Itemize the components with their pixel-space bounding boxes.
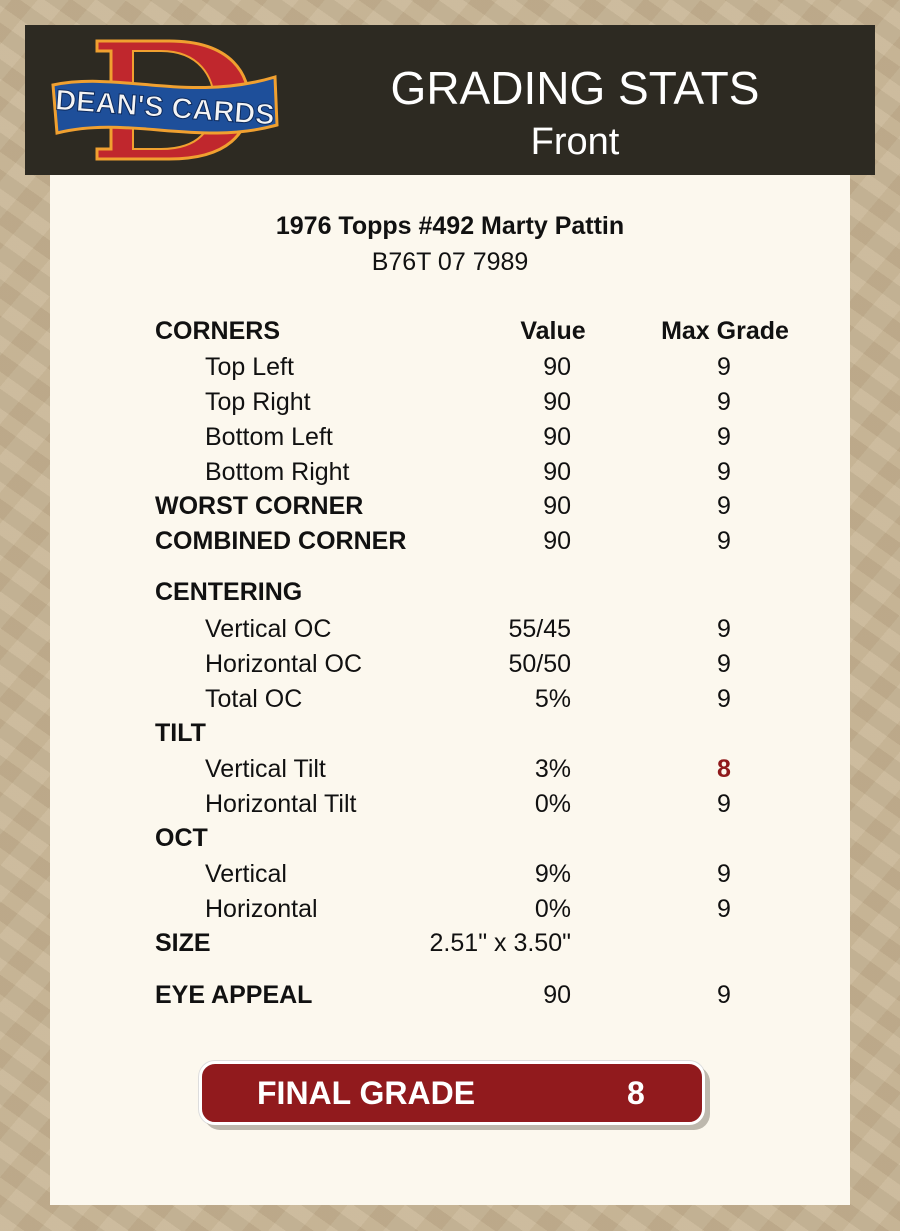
card-name: 1976 Topps #492 Marty Pattin [275,212,625,240]
stat-max-grade: 9 [717,685,731,713]
stat-row: Bottom Left 90 9 [0,420,900,455]
stat-label: Horizontal Tilt [205,790,357,818]
page-subtitle: Front [530,121,620,163]
stat-value: 0% [534,790,571,818]
stat-max-grade: 9 [717,423,731,451]
stat-row: COMBINED CORNER 90 9 [0,524,900,559]
column-max-grade: Max Grade [661,317,789,345]
stat-label: SIZE [155,929,211,957]
stat-max-grade: 9 [717,650,731,678]
stat-row: Vertical OC 55/45 9 [0,612,900,647]
stat-row: Top Left 90 9 [0,350,900,385]
stat-row: EYE APPEAL 90 9 [0,978,900,1013]
stat-label: Bottom Right [205,458,350,486]
stat-value: 90 [543,423,571,451]
stat-max-grade: 8 [717,755,731,783]
page-title: GRADING STATS [390,62,760,114]
stat-row: Vertical 9% 9 [0,857,900,892]
card-serial: B76T 07 7989 [371,248,529,276]
stat-label: Vertical [205,860,287,888]
column-value: Value [520,317,586,345]
column-header-row: CORNERS Value Max Grade [0,314,900,349]
final-grade-label: FINAL GRADE [257,1075,476,1111]
stat-row: TILT [0,716,900,751]
section-corners: CORNERS [155,317,281,345]
stat-value: 0% [534,895,571,923]
final-grade-badge: FINAL GRADE 8 [199,1061,705,1125]
stat-row: OCT [0,821,900,856]
header-bar: DEAN'S CARDS GRADING STATS Front [25,25,875,175]
stat-row: Horizontal OC 50/50 9 [0,647,900,682]
stat-value: 90 [543,458,571,486]
stat-max-grade: 9 [717,860,731,888]
stat-value: 3% [534,755,571,783]
deans-cards-logo: DEAN'S CARDS [51,39,279,161]
stat-row: Horizontal Tilt 0% 9 [0,787,900,822]
stat-row: SIZE 2.51" x 3.50" [0,926,900,961]
stat-max-grade: 9 [717,458,731,486]
stat-label: Bottom Left [205,423,333,451]
stat-max-grade: 9 [717,353,731,381]
stat-value: 2.51" x 3.50" [429,929,571,957]
stat-row: Total OC 5% 9 [0,682,900,717]
stat-row: Horizontal 0% 9 [0,892,900,927]
stat-max-grade: 9 [717,790,731,818]
stat-label: Horizontal OC [205,650,362,678]
stat-label: WORST CORNER [155,492,364,520]
stat-label: Horizontal [205,895,318,923]
stat-label: Top Left [205,353,294,381]
stat-value: 9% [534,860,571,888]
stat-value: 50/50 [508,650,571,678]
final-grade-value: 8 [627,1075,645,1111]
stat-value: 90 [543,527,571,555]
stat-row: Top Right 90 9 [0,385,900,420]
stat-label: OCT [155,824,208,852]
stat-label: CENTERING [155,578,303,606]
stat-max-grade: 9 [717,981,731,1009]
stat-label: EYE APPEAL [155,981,313,1009]
stat-max-grade: 9 [717,895,731,923]
stat-value: 5% [534,685,571,713]
stat-label: Top Right [205,388,311,416]
stat-value: 90 [543,981,571,1009]
stat-value: 90 [543,353,571,381]
stat-value: 55/45 [508,615,571,643]
stat-label: TILT [155,719,206,747]
stat-row: Bottom Right 90 9 [0,455,900,490]
stat-label: Total OC [205,685,303,713]
stat-row: WORST CORNER 90 9 [0,489,900,524]
stat-max-grade: 9 [717,527,731,555]
stat-value: 90 [543,492,571,520]
stat-max-grade: 9 [717,492,731,520]
stats-panel [50,175,850,1205]
stat-row: CENTERING [0,575,900,610]
stat-label: Vertical OC [205,615,332,643]
stat-value: 90 [543,388,571,416]
stat-row: Vertical Tilt 3% 8 [0,752,900,787]
stat-max-grade: 9 [717,615,731,643]
stat-label: COMBINED CORNER [155,527,407,555]
stat-label: Vertical Tilt [205,755,326,783]
stat-max-grade: 9 [717,388,731,416]
